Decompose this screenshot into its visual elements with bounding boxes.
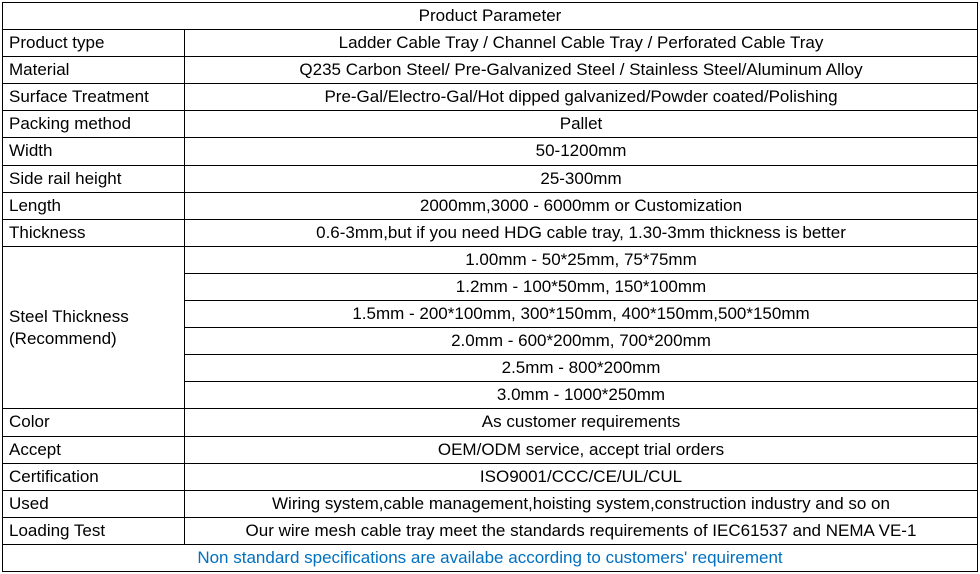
table-row: Thickness 0.6-3mm,but if you need HDG ca… [3,219,978,246]
steel-thickness-label: Steel Thickness (Recommend) [3,246,185,409]
row-value: Our wire mesh cable tray meet the standa… [185,517,978,544]
table-row: Material Q235 Carbon Steel/ Pre-Galvaniz… [3,57,978,84]
table-title: Product Parameter [3,3,978,30]
table-header-row: Product Parameter [3,3,978,30]
product-parameter-table: Product Parameter Product type Ladder Ca… [2,2,978,572]
row-value: OEM/ODM service, accept trial orders [185,436,978,463]
row-label: Length [3,192,185,219]
row-value: 0.6-3mm,but if you need HDG cable tray, … [185,219,978,246]
table-row: Accept OEM/ODM service, accept trial ord… [3,436,978,463]
table-row: Used Wiring system,cable management,hois… [3,490,978,517]
row-label: Thickness [3,219,185,246]
row-label: Color [3,409,185,436]
steel-thickness-value: 1.00mm - 50*25mm, 75*75mm [185,246,978,273]
row-label: Used [3,490,185,517]
row-value: 25-300mm [185,165,978,192]
table-row: Color As customer requirements [3,409,978,436]
row-label: Accept [3,436,185,463]
row-label: Width [3,138,185,165]
table-row: Side rail height 25-300mm [3,165,978,192]
steel-thickness-value: 1.2mm - 100*50mm, 150*100mm [185,273,978,300]
footer-note: Non standard specifications are availabe… [3,544,978,571]
row-label: Side rail height [3,165,185,192]
table-row: Steel Thickness (Recommend) 1.00mm - 50*… [3,246,978,273]
table-row: Loading Test Our wire mesh cable tray me… [3,517,978,544]
table-row: Product type Ladder Cable Tray / Channel… [3,30,978,57]
steel-thickness-value: 2.5mm - 800*200mm [185,355,978,382]
table-row: Length 2000mm,3000 - 6000mm or Customiza… [3,192,978,219]
steel-thickness-value: 1.5mm - 200*100mm, 300*150mm, 400*150mm,… [185,301,978,328]
row-value: 2000mm,3000 - 6000mm or Customization [185,192,978,219]
row-label: Packing method [3,111,185,138]
row-label: Loading Test [3,517,185,544]
table-row: Surface Treatment Pre-Gal/Electro-Gal/Ho… [3,84,978,111]
table-row: Width 50-1200mm [3,138,978,165]
row-label: Surface Treatment [3,84,185,111]
table-row: Certification ISO9001/CCC/CE/UL/CUL [3,463,978,490]
row-value: ISO9001/CCC/CE/UL/CUL [185,463,978,490]
row-value: Ladder Cable Tray / Channel Cable Tray /… [185,30,978,57]
row-value: Pre-Gal/Electro-Gal/Hot dipped galvanize… [185,84,978,111]
row-value: Pallet [185,111,978,138]
row-label: Material [3,57,185,84]
row-label: Certification [3,463,185,490]
row-value: As customer requirements [185,409,978,436]
row-value: Q235 Carbon Steel/ Pre-Galvanized Steel … [185,57,978,84]
steel-thickness-value: 3.0mm - 1000*250mm [185,382,978,409]
table-row: Packing method Pallet [3,111,978,138]
row-label: Product type [3,30,185,57]
table-footer-row: Non standard specifications are availabe… [3,544,978,571]
steel-thickness-value: 2.0mm - 600*200mm, 700*200mm [185,328,978,355]
row-value: 50-1200mm [185,138,978,165]
row-value: Wiring system,cable management,hoisting … [185,490,978,517]
